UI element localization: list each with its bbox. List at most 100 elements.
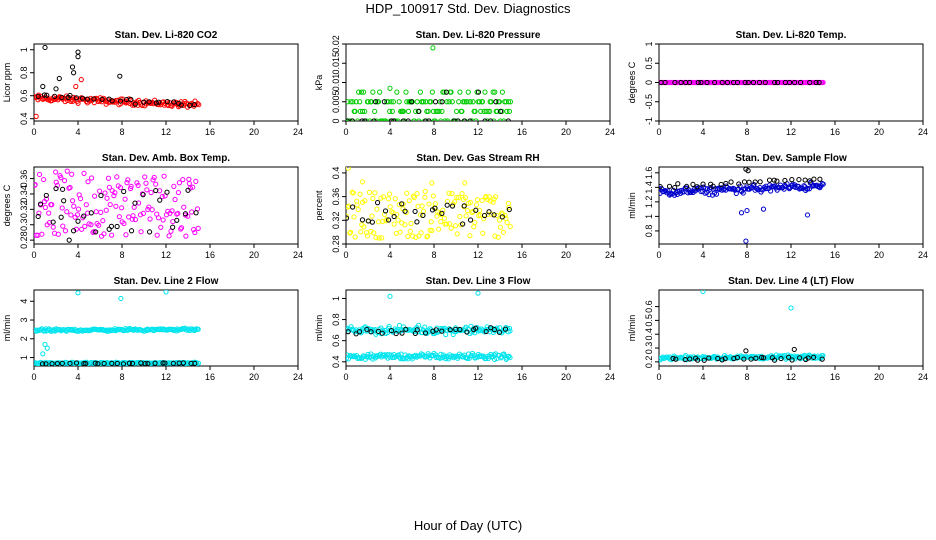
data-point bbox=[109, 98, 115, 104]
data-point bbox=[748, 356, 754, 362]
data-point bbox=[49, 202, 55, 208]
data-point bbox=[743, 348, 749, 354]
data-point bbox=[375, 328, 381, 334]
y-tick-label: 0 bbox=[331, 118, 341, 123]
data-point bbox=[42, 341, 48, 348]
data-point bbox=[432, 99, 439, 105]
data-point bbox=[73, 360, 80, 366]
data-point bbox=[346, 215, 350, 221]
x-tick-label: 24 bbox=[918, 250, 928, 260]
data-point bbox=[687, 79, 693, 86]
x-tick-label: 20 bbox=[561, 250, 571, 260]
data-point bbox=[674, 191, 680, 197]
data-point bbox=[694, 357, 701, 363]
data-point bbox=[750, 183, 756, 189]
x-tick-label: 0 bbox=[31, 127, 36, 137]
y-tick-label: 0.005 bbox=[331, 90, 341, 113]
data-point bbox=[153, 181, 159, 187]
data-point bbox=[361, 354, 367, 360]
data-point bbox=[776, 185, 783, 191]
data-point bbox=[464, 99, 470, 105]
data-point bbox=[469, 209, 475, 216]
y-tick-label: -0.5 bbox=[644, 94, 654, 110]
y-tick-label: 0.3 bbox=[19, 218, 29, 231]
data-point bbox=[189, 209, 195, 215]
x-tick-label: 24 bbox=[293, 372, 303, 382]
data-point bbox=[479, 99, 486, 105]
data-point bbox=[82, 223, 88, 229]
data-point bbox=[396, 322, 403, 329]
data-point bbox=[497, 118, 504, 121]
data-point bbox=[496, 99, 503, 105]
data-point bbox=[347, 230, 353, 236]
x-tick-label: 20 bbox=[249, 372, 259, 382]
data-point bbox=[73, 83, 79, 90]
y-axis-label: ml/min bbox=[2, 315, 12, 342]
data-point bbox=[751, 182, 757, 188]
data-point bbox=[83, 360, 89, 366]
data-point bbox=[169, 103, 175, 109]
data-point bbox=[49, 361, 55, 366]
data-point bbox=[196, 102, 202, 108]
data-point bbox=[746, 179, 752, 185]
x-tick-label: 8 bbox=[431, 250, 436, 260]
data-point bbox=[715, 355, 721, 362]
data-point bbox=[153, 100, 159, 106]
x-tick-label: 0 bbox=[656, 127, 661, 137]
data-point bbox=[389, 209, 395, 215]
data-point bbox=[772, 79, 778, 86]
data-point bbox=[428, 219, 434, 225]
data-point bbox=[425, 108, 431, 114]
data-point bbox=[446, 221, 453, 227]
data-point bbox=[438, 118, 444, 121]
data-point bbox=[675, 181, 681, 187]
data-point bbox=[104, 195, 110, 201]
data-point bbox=[472, 219, 478, 226]
y-tick-label: 0.34 bbox=[19, 185, 29, 203]
data-point bbox=[373, 99, 379, 105]
data-point bbox=[114, 174, 120, 180]
data-point bbox=[394, 89, 400, 95]
data-point bbox=[148, 189, 154, 196]
y-tick-label: 0.02 bbox=[331, 35, 341, 53]
data-point bbox=[462, 195, 468, 201]
y-tick-label: -1 bbox=[644, 117, 654, 125]
x-tick-label: 12 bbox=[473, 127, 483, 137]
data-point bbox=[191, 226, 197, 233]
data-point bbox=[67, 360, 73, 366]
data-point bbox=[109, 360, 115, 366]
data-point bbox=[455, 118, 461, 121]
data-point bbox=[417, 89, 423, 95]
data-point bbox=[62, 228, 69, 234]
data-point bbox=[507, 354, 513, 361]
data-point bbox=[156, 99, 162, 105]
data-point bbox=[499, 89, 505, 95]
data-point bbox=[164, 99, 170, 105]
data-points bbox=[34, 44, 202, 119]
data-point bbox=[490, 89, 496, 95]
data-point bbox=[724, 79, 731, 86]
data-point bbox=[160, 360, 166, 366]
panel-4: Stan. Dev. Amb. Box Temp. 0 4 8 12 16 20 24 0.28… bbox=[2, 153, 303, 260]
data-point bbox=[64, 209, 70, 215]
data-point bbox=[462, 180, 468, 186]
x-tick-label: 8 bbox=[744, 372, 749, 382]
data-point bbox=[120, 361, 127, 366]
data-point bbox=[348, 99, 354, 105]
data-point bbox=[771, 177, 777, 183]
x-tick-label: 4 bbox=[75, 372, 80, 382]
data-point bbox=[109, 232, 115, 238]
data-point bbox=[74, 212, 81, 218]
data-point bbox=[373, 118, 380, 121]
data-point bbox=[778, 355, 784, 362]
y-tick-label: 0.6 bbox=[331, 334, 341, 347]
data-point bbox=[346, 329, 351, 335]
data-point bbox=[114, 223, 120, 230]
data-point bbox=[369, 356, 376, 362]
y-tick-label: 1 bbox=[644, 214, 654, 219]
x-tick-label: 12 bbox=[161, 372, 171, 382]
data-point bbox=[79, 226, 85, 232]
data-point bbox=[754, 186, 760, 192]
data-point bbox=[491, 118, 497, 121]
data-point bbox=[476, 99, 483, 105]
